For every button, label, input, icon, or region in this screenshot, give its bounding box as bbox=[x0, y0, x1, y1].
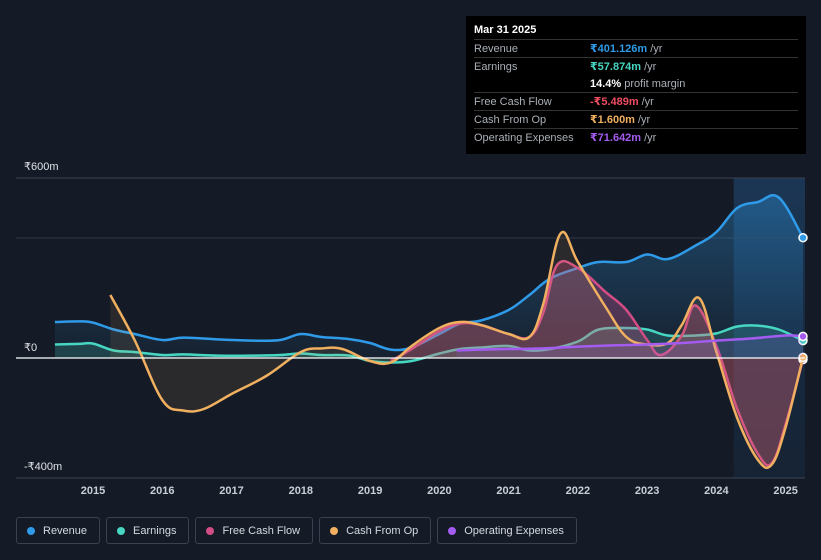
x-tick-label: 2024 bbox=[704, 485, 729, 497]
tooltip-row-value: -₹5.489m bbox=[590, 96, 639, 108]
tooltip-panel: Mar 31 2025 Revenue ₹401.126m/yr Earnings ₹… bbox=[466, 16, 806, 154]
x-tick-label: 2023 bbox=[634, 485, 660, 497]
y-label-zero: ₹0 bbox=[24, 342, 38, 354]
series-line-earnings bbox=[54, 324, 804, 364]
tooltip-row-value: ₹401.126m bbox=[590, 43, 648, 55]
series-area-earnings bbox=[54, 325, 803, 363]
legend-label: Earnings bbox=[133, 524, 177, 537]
legend-dot-icon bbox=[448, 526, 457, 535]
tooltip-row: Free Cash Flow -₹5.489m/yr bbox=[474, 92, 798, 110]
tooltip-row-unit: profit margin bbox=[624, 77, 686, 90]
x-tick-label: 2021 bbox=[496, 485, 521, 497]
tooltip-row-unit: /yr bbox=[650, 42, 663, 55]
series-area-revenue bbox=[54, 195, 803, 358]
legend-label: Revenue bbox=[43, 524, 88, 537]
tooltip-rows: Revenue ₹401.126m/yr Earnings ₹57.874m/yr 14… bbox=[474, 39, 798, 146]
legend-item-cash-from-op[interactable]: Cash From Op bbox=[319, 517, 432, 544]
tooltip-row: 14.4% profit margin bbox=[474, 75, 798, 92]
legend-label: Cash From Op bbox=[346, 524, 419, 537]
tooltip-row: Cash From Op ₹1.600m/yr bbox=[474, 110, 798, 128]
tooltip-row-label: Revenue bbox=[474, 42, 519, 55]
x-tick-label: 2017 bbox=[219, 485, 244, 497]
x-tick-label: 2018 bbox=[288, 485, 314, 497]
legend-dot-icon bbox=[206, 526, 215, 535]
tooltip-row-label: Cash From Op bbox=[474, 113, 547, 126]
y-label-top: ₹600m bbox=[24, 161, 59, 173]
x-tick-label: 2015 bbox=[80, 485, 106, 497]
legend-dot-icon bbox=[27, 526, 35, 535]
tooltip-row: Operating Expenses ₹71.642m/yr bbox=[474, 128, 798, 146]
endpoint-marker-revenue bbox=[798, 232, 808, 243]
legend-label: Operating Expenses bbox=[464, 524, 564, 537]
tooltip-row-value: ₹1.600m bbox=[590, 114, 635, 126]
series-line-cash-from-op bbox=[109, 230, 805, 470]
y-label-bottom: -₹400m bbox=[24, 461, 63, 473]
tooltip-row: Revenue ₹401.126m/yr bbox=[474, 39, 798, 57]
tooltip-row-label: Free Cash Flow bbox=[474, 95, 552, 108]
legend-dot-icon bbox=[117, 526, 126, 535]
tooltip-row-label: Operating Expenses bbox=[474, 131, 574, 144]
legend-label: Free Cash Flow bbox=[222, 524, 301, 537]
legend-item-earnings[interactable]: Earnings bbox=[106, 517, 190, 544]
tooltip-row-unit: /yr bbox=[644, 60, 657, 73]
series-line-operating-expenses bbox=[456, 334, 804, 352]
legend-item-revenue[interactable]: Revenue bbox=[16, 517, 101, 544]
legend-dot-icon bbox=[330, 526, 339, 535]
x-tick-label: 2019 bbox=[357, 485, 383, 497]
endpoint-marker-operating-expenses bbox=[798, 331, 808, 342]
tooltip-row-value: ₹71.642m bbox=[590, 132, 642, 144]
x-tick-label: 2016 bbox=[150, 485, 175, 497]
x-tick-label: 2022 bbox=[565, 485, 591, 497]
legend-item-operating-expenses[interactable]: Operating Expenses bbox=[437, 517, 577, 544]
legend: Revenue Earnings Free Cash Flow Cash From O… bbox=[16, 517, 577, 544]
tooltip-row: Earnings ₹57.874m/yr bbox=[474, 57, 798, 75]
series-area-free-cash-flow bbox=[390, 261, 803, 466]
series-line-revenue bbox=[54, 193, 805, 352]
legend-item-free-cash-flow[interactable]: Free Cash Flow bbox=[195, 517, 314, 544]
tooltip-row-value: 14.4% bbox=[590, 77, 622, 90]
x-tick-label: 2020 bbox=[427, 485, 452, 497]
x-tick-label: 2025 bbox=[773, 485, 798, 497]
tooltip-date: Mar 31 2025 bbox=[474, 24, 537, 36]
tooltip-row-value: ₹57.874m bbox=[590, 61, 642, 73]
tooltip-row-label: Earnings bbox=[474, 60, 518, 73]
tooltip-row-unit: /yr bbox=[641, 95, 654, 108]
tooltip-row-unit: /yr bbox=[637, 113, 651, 126]
tooltip-row-unit: /yr bbox=[644, 131, 657, 144]
